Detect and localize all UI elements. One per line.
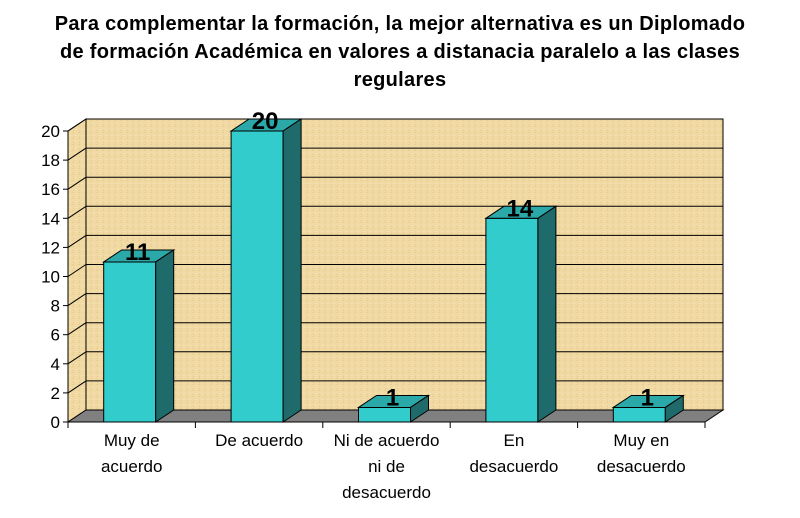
data-label: 1 (641, 384, 654, 411)
chart-title: Para complementar la formación, la mejor… (0, 10, 800, 94)
x-category-label: En desacuerdo (469, 431, 558, 476)
title-line-1: Para complementar la formación, la mejor… (54, 13, 746, 35)
bar-side (664, 394, 684, 423)
bar-front (485, 217, 539, 423)
gridline-side (67, 322, 87, 336)
bar-side (155, 249, 175, 423)
category-line: desacuerdo (469, 457, 558, 476)
bar (484, 205, 558, 423)
category-line: De acuerdo (215, 431, 303, 450)
gridline-side (67, 264, 87, 277)
category-line: Muy de (104, 431, 160, 450)
bar-side (282, 118, 302, 423)
bars (102, 118, 685, 423)
bar (356, 394, 431, 423)
bar-front (358, 406, 411, 423)
bar (611, 394, 685, 423)
category-line: desacuerdo (342, 483, 431, 502)
bar (102, 249, 176, 423)
data-label: 11 (125, 239, 150, 266)
category-line: acuerdo (101, 457, 162, 476)
gridline-side (67, 351, 87, 365)
category-line: Muy en (613, 431, 669, 450)
data-label: 1 (386, 384, 399, 411)
x-category-label: Muy de acuerdo (101, 431, 162, 476)
y-tick-label: 12 (41, 238, 60, 257)
x-category-label: Ni de acuerdo ni de desacuerdo (334, 431, 440, 502)
title-line-3: regulares (353, 69, 447, 91)
bar-front (230, 130, 284, 423)
y-tick-label: 0 (51, 413, 60, 432)
y-tick-label: 4 (51, 355, 60, 374)
x-category-label: Muy en desacuerdo (597, 431, 686, 476)
gridline-side (67, 147, 87, 161)
category-line: Ni de acuerdo (334, 431, 440, 450)
data-label: 20 (252, 108, 279, 135)
bar-front (612, 406, 666, 423)
category-line: desacuerdo (597, 457, 686, 476)
x-category-label: De acuerdo (215, 431, 303, 450)
title-line-2: de formación Académica en valores a dist… (60, 41, 740, 63)
y-tick-label: 16 (41, 180, 60, 199)
x-category-labels: Muy de acuerdo De acuerdo Ni de acuerdo ni d… (101, 431, 686, 502)
y-tick-label: 6 (51, 326, 60, 345)
y-tick-label: 10 (41, 268, 60, 287)
category-line: ni de (368, 457, 405, 476)
gridline-side (67, 380, 87, 394)
data-label: 14 (507, 195, 534, 222)
gridline-side (67, 293, 87, 307)
bar-front (103, 261, 157, 423)
gridline-side (67, 118, 87, 132)
gridline-side (67, 234, 87, 248)
bar (229, 118, 303, 423)
y-tick-label: 14 (41, 209, 60, 228)
category-line: En (504, 431, 525, 450)
y-tick-label: 2 (51, 384, 60, 403)
gridlines (67, 118, 723, 394)
y-tick-label: 8 (51, 297, 60, 316)
y-tick-labels: 0 2 4 6 8 10 12 14 16 18 20 (41, 122, 60, 432)
gridline-side (67, 205, 87, 219)
bar-side (410, 394, 429, 423)
bar-side (537, 205, 557, 423)
data-labels: 11 20 1 14 1 (125, 108, 654, 411)
y-tick-label: 18 (41, 151, 60, 170)
gridline-side (67, 176, 87, 190)
y-tick-label: 20 (41, 122, 60, 141)
